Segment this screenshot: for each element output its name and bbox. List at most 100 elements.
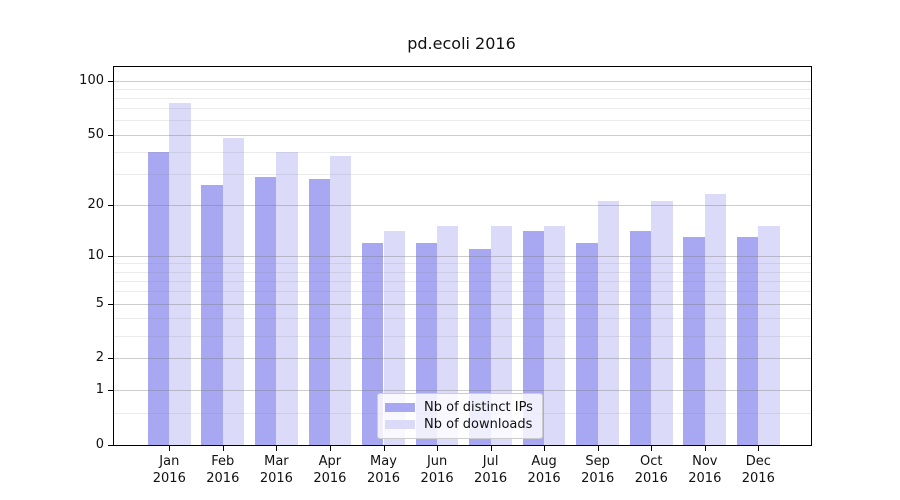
y-tick-label-1: 1 [95, 382, 104, 398]
bar-nb-of-distinct-ips-feb-2016 [201, 184, 223, 445]
bar-nb-of-downloads-jan-2016 [169, 103, 191, 445]
bar-nb-of-distinct-ips-nov-2016 [683, 236, 705, 445]
y-tick-mark-20 [108, 204, 113, 206]
y-gridline-minor-9 [114, 263, 811, 265]
y-tick-mark-2 [108, 358, 113, 360]
y-tick-label-2: 2 [95, 350, 104, 366]
bar-nb-of-distinct-ips-oct-2016 [629, 231, 652, 445]
bar-nb-of-downloads-feb-2016 [222, 137, 245, 445]
x-tick-month: Jan [159, 454, 180, 469]
y-gridline-minor-4 [114, 317, 811, 319]
x-tick-year: 2016 [527, 471, 561, 486]
x-tick-year: 2016 [152, 471, 186, 486]
legend-label-downloads: Nb of downloads [424, 417, 533, 432]
x-tick-year: 2016 [206, 471, 240, 486]
x-tick-mark-oct [651, 446, 653, 451]
x-tick-label-nov: Nov 2016 [673, 453, 737, 487]
bar-nb-of-downloads-dec-2016 [758, 226, 780, 445]
x-tick-mark-mar [276, 446, 278, 451]
y-tick-label-20: 20 [87, 196, 104, 212]
bar-nb-of-downloads-aug-2016 [544, 226, 566, 445]
x-tick-year: 2016 [420, 471, 454, 486]
y-tick-label-5: 5 [95, 295, 104, 311]
y-gridline-minor-70 [114, 108, 811, 110]
y-tick-mark-50 [108, 134, 113, 136]
bar-nb-of-distinct-ips-jan-2016 [147, 151, 170, 445]
bar-nb-of-downloads-mar-2016 [276, 151, 298, 445]
x-tick-year: 2016 [474, 471, 508, 486]
x-tick-year: 2016 [366, 471, 401, 486]
x-tick-label-jan: Jan 2016 [137, 453, 201, 487]
y-gridline-minor-60 [114, 120, 811, 122]
bar-nb-of-distinct-ips-dec-2016 [736, 236, 759, 445]
y-tick-mark-0 [108, 445, 113, 446]
x-tick-label-mar: Mar 2016 [244, 453, 308, 487]
y-gridline-major-5 [114, 303, 811, 305]
x-tick-year: 2016 [313, 471, 347, 486]
y-gridline-minor-90 [114, 88, 811, 90]
legend-entry-downloads: Nb of downloads [385, 417, 533, 432]
x-tick-year: 2016 [688, 471, 722, 486]
chart-title: pd.ecoli 2016 [407, 34, 516, 53]
x-tick-label-oct: Oct 2016 [619, 453, 683, 487]
legend: Nb of distinct IPs Nb of downloads [377, 393, 543, 439]
y-gridline-major-100 [114, 80, 811, 82]
x-tick-month: Mar [264, 454, 289, 469]
bar-nb-of-distinct-ips-mar-2016 [255, 176, 277, 445]
bar-nb-of-distinct-ips-apr-2016 [308, 179, 330, 445]
plot-area: Nb of distinct IPs Nb of downloads 0 1 2 5 1… [79, 66, 812, 486]
legend-label-distinct-ips: Nb of distinct IPs [424, 400, 533, 415]
x-tick-label-dec: Dec 2016 [726, 453, 790, 487]
x-tick-label-apr: Apr 2016 [298, 453, 362, 487]
y-tick-mark-10 [108, 255, 113, 257]
y-gridline-minor-6 [114, 291, 811, 293]
bar-nb-of-downloads-may-2016 [383, 231, 405, 445]
bar-nb-of-downloads-jul-2016 [490, 226, 512, 445]
x-tick-mark-jun [437, 446, 439, 451]
legend-swatch-distinct-ips [385, 403, 415, 412]
y-gridline-major-10 [114, 255, 811, 257]
x-tick-label-jun: Jun 2016 [405, 453, 469, 487]
bar-nb-of-downloads-nov-2016 [704, 194, 727, 445]
x-tick-year: 2016 [581, 471, 615, 486]
bar-nb-of-downloads-oct-2016 [651, 200, 673, 445]
x-tick-year: 2016 [634, 471, 668, 486]
y-gridline-major-1 [114, 390, 811, 392]
x-tick-month: Oct [640, 454, 663, 469]
bar-nb-of-distinct-ips-aug-2016 [522, 231, 545, 445]
x-tick-month: Aug [531, 454, 557, 469]
x-tick-year: 2016 [741, 471, 775, 486]
x-tick-mark-jan [169, 446, 171, 451]
y-gridline-minor-7 [114, 280, 811, 282]
x-tick-month: Jul [482, 454, 499, 469]
x-tick-mark-apr [329, 446, 331, 451]
y-gridline-minor-8 [114, 271, 811, 273]
x-tick-label-aug: Aug 2016 [512, 453, 576, 487]
x-tick-mark-may [383, 446, 385, 451]
x-tick-label-sep: Sep 2016 [566, 453, 630, 487]
x-tick-mark-sep [597, 446, 599, 451]
x-tick-month: Nov [692, 454, 718, 469]
y-gridline-major-50 [114, 134, 811, 136]
x-tick-month: Sep [585, 454, 610, 469]
x-tick-mark-feb [222, 446, 224, 451]
bar-nb-of-downloads-apr-2016 [329, 155, 352, 445]
y-gridline-major-20 [114, 204, 811, 206]
x-tick-label-jul: Jul 2016 [459, 453, 523, 487]
y-gridline-minor-80 [114, 98, 811, 99]
y-gridline-major-2 [114, 358, 811, 360]
y-tick-label-10: 10 [87, 247, 104, 263]
x-tick-month: Feb [211, 454, 235, 469]
x-tick-year: 2016 [259, 471, 293, 486]
bar-nb-of-distinct-ips-sep-2016 [576, 242, 598, 445]
x-tick-month: May [370, 454, 397, 469]
y-gridline-minor-3 [114, 335, 811, 337]
x-tick-mark-dec [758, 446, 760, 451]
bar-nb-of-downloads-jun-2016 [437, 226, 459, 445]
y-tick-label-100: 100 [79, 72, 104, 88]
y-tick-label-0: 0 [95, 437, 104, 452]
y-gridline-minor-40 [114, 151, 811, 153]
bar-nb-of-downloads-sep-2016 [597, 200, 620, 445]
legend-entry-distinct-ips: Nb of distinct IPs [385, 400, 533, 415]
